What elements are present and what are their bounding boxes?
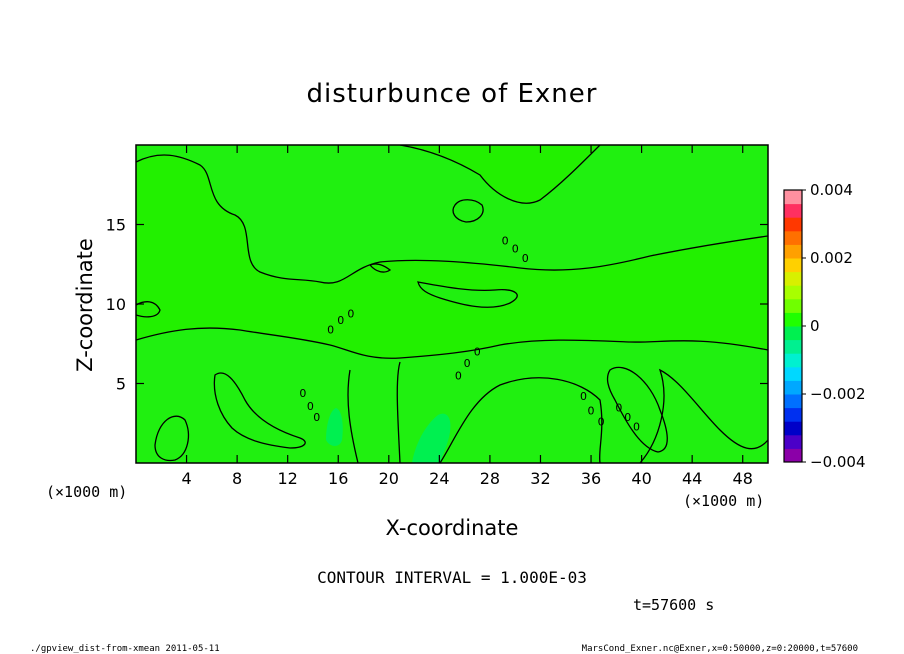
contour-label: 0 bbox=[512, 242, 519, 255]
colorbar-segment bbox=[784, 230, 802, 245]
contour-lines bbox=[136, 145, 768, 463]
contour-label: 0 bbox=[455, 370, 462, 383]
contour-line bbox=[606, 366, 668, 453]
contour-interval: CONTOUR INTERVAL = 1.000E-03 bbox=[317, 568, 587, 587]
x-tick-label: 16 bbox=[328, 469, 348, 488]
colorbar-ticks: 0.004 0.002 0 −0.002 −0.004 bbox=[802, 181, 866, 471]
chart-title: disturbunce of Exner bbox=[307, 79, 598, 109]
colorbar-segment bbox=[784, 353, 802, 368]
colorbar-segment bbox=[784, 190, 802, 205]
y-axis-unit: (×1000 m) bbox=[46, 483, 127, 501]
colorbar-segment bbox=[784, 203, 802, 218]
contour-line bbox=[347, 369, 359, 463]
field-region-negative bbox=[136, 328, 768, 463]
colorbar-segment bbox=[784, 298, 802, 313]
time-label: t=57600 s bbox=[633, 596, 714, 614]
contour-line bbox=[639, 368, 768, 463]
colorbar-segment bbox=[784, 339, 802, 354]
x-tick-label: 8 bbox=[232, 469, 242, 488]
x-axis-label: X-coordinate bbox=[386, 516, 519, 540]
colorbar-segment bbox=[784, 407, 802, 422]
y-tick-label: 15 bbox=[106, 216, 126, 235]
field-region-negative bbox=[136, 145, 768, 284]
contour-line bbox=[399, 145, 601, 204]
contour-line bbox=[136, 301, 161, 318]
field-region-lower bbox=[326, 408, 343, 446]
colorbar-segment bbox=[784, 380, 802, 395]
colorbar-tick-label: −0.004 bbox=[810, 453, 866, 471]
contour-label: 0 bbox=[313, 411, 320, 424]
x-tick-label: 36 bbox=[581, 469, 601, 488]
field-region-negative bbox=[418, 282, 518, 308]
colorbar-segment bbox=[784, 244, 802, 259]
x-tick-label: 44 bbox=[682, 469, 702, 488]
colorbar-segment bbox=[784, 421, 802, 436]
x-tick-label: 20 bbox=[379, 469, 399, 488]
colorbar-segment bbox=[784, 326, 802, 341]
x-axis-ticks: 4 8 12 16 20 24 28 32 36 40 44 48 bbox=[181, 145, 753, 488]
colorbar-segment bbox=[784, 258, 802, 273]
contour-label: 0 bbox=[580, 390, 587, 403]
colorbar-tick-label: 0 bbox=[810, 317, 820, 335]
contour-label: 0 bbox=[588, 405, 595, 418]
contour-line bbox=[136, 327, 768, 359]
contour-label: 0 bbox=[299, 387, 306, 400]
colorbar-segment bbox=[784, 394, 802, 409]
contour-line bbox=[213, 372, 306, 449]
footer-left: ./gpview_dist-from-xmean 2011-05-11 bbox=[30, 644, 220, 654]
contour-label: 0 bbox=[633, 420, 640, 433]
y-axis-label: Z-coordinate bbox=[73, 238, 97, 372]
footer-right: MarsCond_Exner.nc@Exner,x=0:50000,z=0:20… bbox=[582, 644, 858, 654]
y-tick-label: 5 bbox=[116, 375, 126, 394]
contour-label: 0 bbox=[464, 357, 471, 370]
colorbar bbox=[784, 190, 802, 463]
x-tick-label: 4 bbox=[181, 469, 191, 488]
contour-label: 0 bbox=[502, 234, 509, 247]
contour-label: 0 bbox=[598, 416, 605, 429]
field-region-lower bbox=[412, 413, 451, 463]
y-axis-ticks: 5 10 15 bbox=[106, 216, 768, 394]
contour-line bbox=[439, 377, 603, 463]
x-tick-label: 32 bbox=[530, 469, 550, 488]
contour-label: 0 bbox=[337, 314, 344, 327]
contour-line bbox=[136, 154, 768, 284]
colorbar-segment bbox=[784, 285, 802, 300]
colorbar-segment bbox=[784, 448, 802, 463]
colorbar-tick-label: 0.002 bbox=[810, 249, 853, 267]
colorbar-segment bbox=[784, 312, 802, 327]
contour-label: 0 bbox=[327, 323, 334, 336]
contour-label: 0 bbox=[307, 400, 314, 413]
colorbar-tick-label: 0.004 bbox=[810, 181, 853, 199]
contour-label: 0 bbox=[347, 308, 354, 321]
contour-line bbox=[452, 199, 484, 223]
x-tick-label: 40 bbox=[631, 469, 651, 488]
colorbar-tick-label: −0.002 bbox=[810, 385, 866, 403]
contour-line bbox=[417, 281, 518, 308]
colorbar-segment bbox=[784, 434, 802, 449]
colorbar-segment bbox=[784, 271, 802, 286]
colorbar-segment bbox=[784, 217, 802, 232]
field-region-negative bbox=[453, 199, 484, 222]
x-tick-label: 24 bbox=[429, 469, 449, 488]
x-tick-label: 12 bbox=[278, 469, 298, 488]
contour-label: 0 bbox=[615, 401, 622, 414]
contour-line bbox=[396, 361, 401, 463]
contour-label: 0 bbox=[474, 346, 481, 359]
y-tick-label: 10 bbox=[106, 295, 126, 314]
contour-label: 0 bbox=[522, 252, 529, 265]
contour-line bbox=[154, 415, 189, 462]
colorbar-segment bbox=[784, 366, 802, 381]
contour-label: 0 bbox=[624, 411, 631, 424]
x-axis-unit: (×1000 m) bbox=[683, 492, 764, 510]
contour-line bbox=[369, 263, 392, 273]
x-tick-label: 28 bbox=[480, 469, 500, 488]
x-tick-label: 48 bbox=[733, 469, 753, 488]
